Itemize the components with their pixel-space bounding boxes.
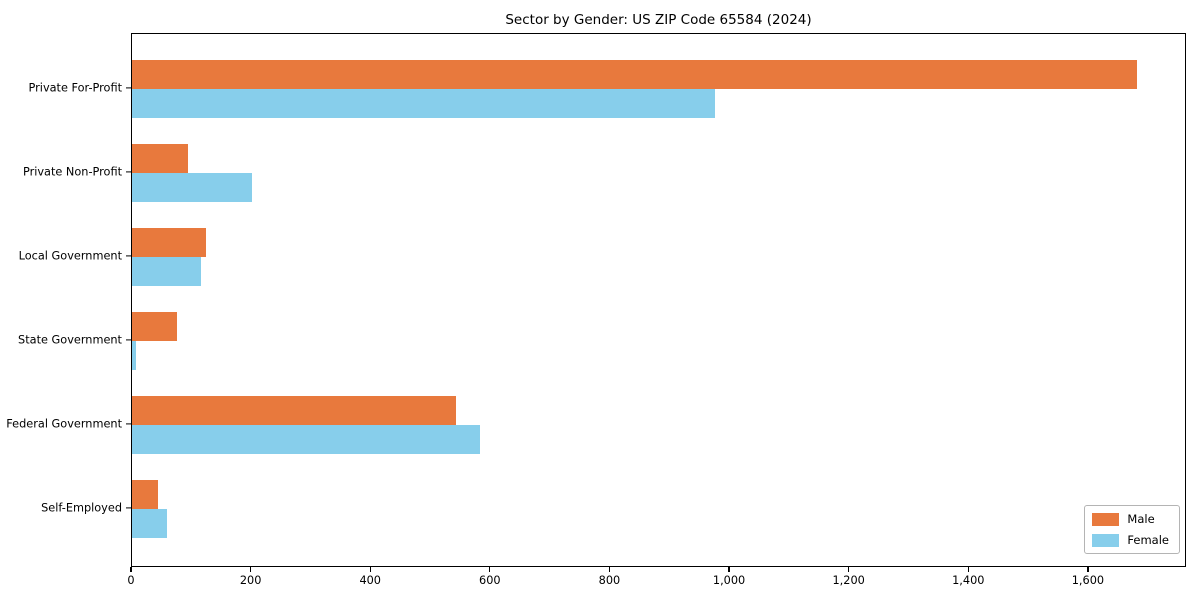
bar-female	[132, 173, 252, 202]
x-tick-label: 600	[479, 574, 501, 587]
x-tick-label: 200	[239, 574, 262, 587]
legend: Male Female	[1084, 505, 1180, 554]
bar-male	[132, 144, 189, 173]
y-tick-mark	[126, 507, 131, 509]
bar-female	[132, 89, 716, 118]
chart-title: Sector by Gender: US ZIP Code 65584 (202…	[505, 12, 812, 28]
x-tick-label: 0	[127, 574, 135, 587]
bar-male	[132, 480, 159, 509]
category-label: Self-Employed	[41, 501, 122, 515]
y-tick-mark	[126, 87, 131, 89]
x-tick-label: 1,400	[952, 574, 985, 587]
legend-label: Female	[1127, 533, 1169, 547]
x-tick-label: 800	[598, 574, 621, 587]
x-tick-mark	[130, 567, 132, 572]
bar-female	[132, 509, 168, 538]
legend-item: Female	[1092, 533, 1169, 547]
x-tick-label: 400	[359, 574, 381, 587]
x-tick-mark	[369, 567, 371, 572]
bar-male	[132, 60, 1137, 89]
x-tick-mark	[728, 567, 730, 572]
y-tick-mark	[126, 339, 131, 341]
category-label: Private Non-Profit	[22, 165, 122, 179]
legend-item: Male	[1092, 512, 1169, 526]
x-tick-label: 1,200	[832, 574, 865, 587]
x-tick-label: 1,000	[712, 574, 746, 587]
category-label: Local Government	[18, 249, 122, 263]
x-tick-mark	[608, 567, 611, 572]
x-tick-mark	[1087, 567, 1089, 572]
x-tick-label: 1,600	[1071, 574, 1105, 587]
x-tick-mark	[489, 567, 491, 572]
legend-label: Male	[1127, 512, 1155, 526]
plot-area: Male Female	[131, 33, 1186, 567]
bar-male	[132, 312, 177, 341]
y-tick-mark	[126, 171, 131, 173]
bar-female	[132, 425, 481, 454]
y-tick-mark	[126, 423, 131, 425]
category-label: Private For-Profit	[28, 81, 122, 95]
legend-swatch-male	[1092, 512, 1120, 526]
x-tick-mark	[848, 567, 850, 572]
x-tick-mark	[967, 567, 969, 572]
y-tick-mark	[126, 255, 131, 257]
legend-swatch-female	[1092, 533, 1120, 547]
bar-female	[132, 341, 136, 370]
bar-female	[132, 257, 201, 286]
category-label: State Government	[18, 333, 122, 347]
x-tick-mark	[250, 567, 252, 572]
bar-male	[132, 228, 206, 257]
category-label: Federal Government	[6, 417, 122, 431]
bar-male	[132, 396, 457, 425]
